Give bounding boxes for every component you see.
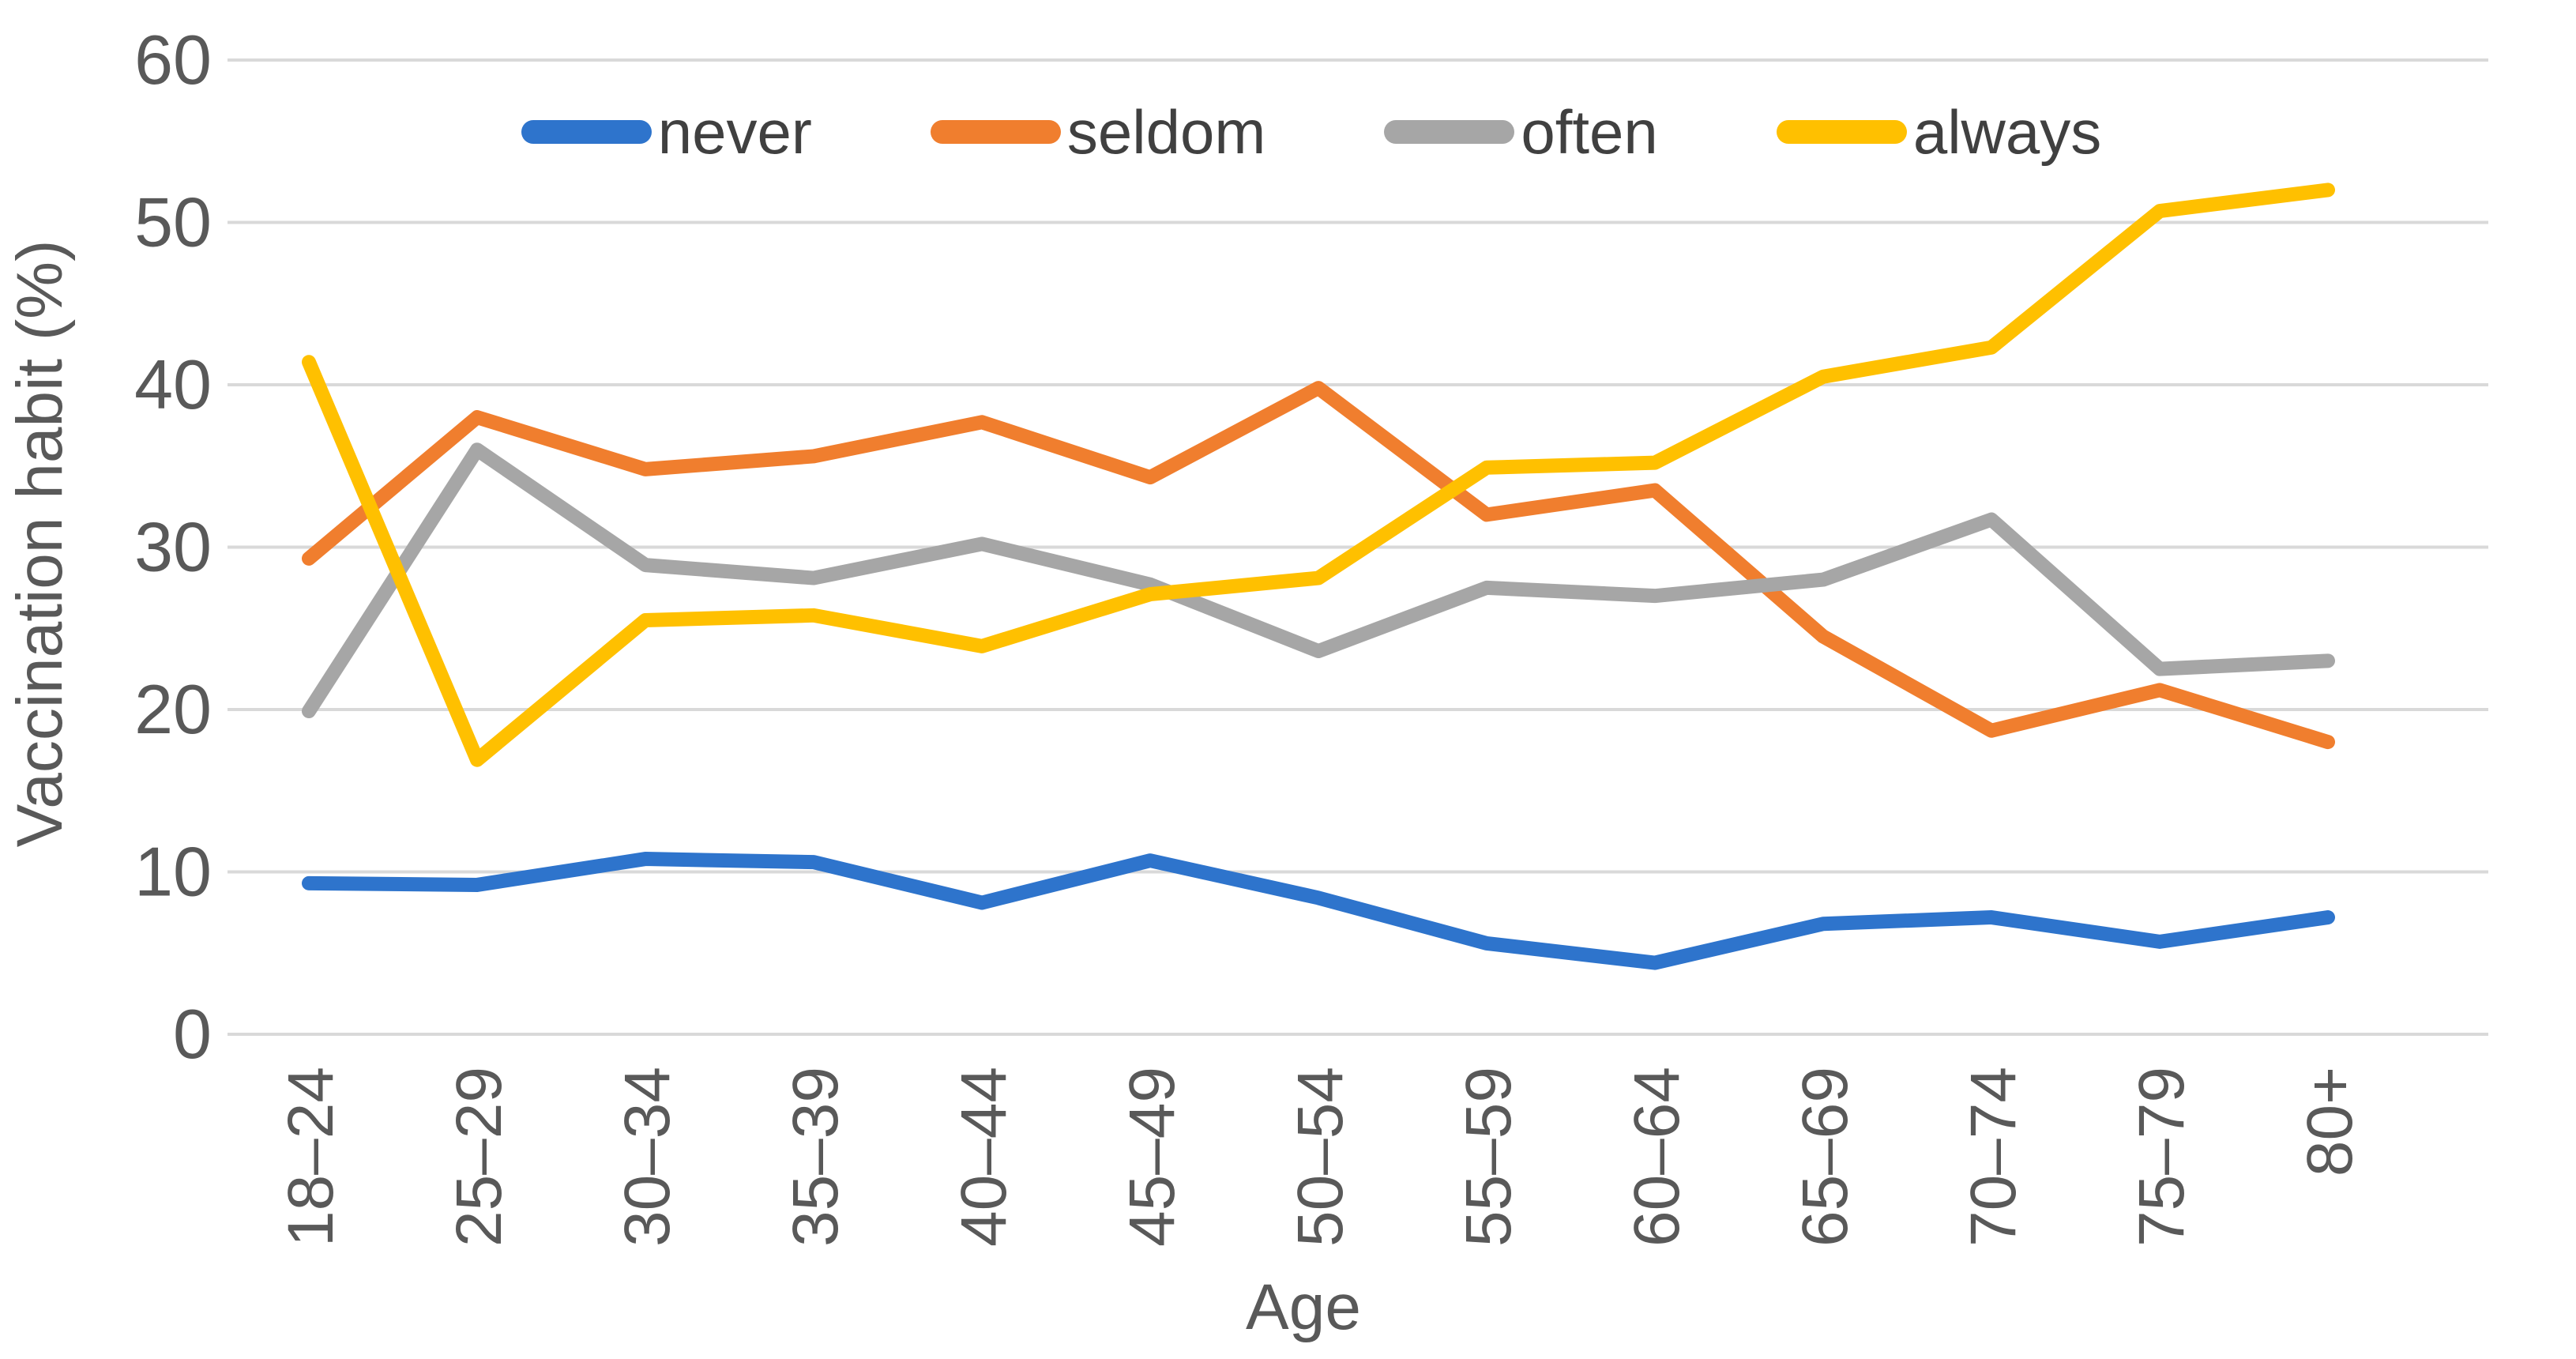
y-axis-tick-labels: 0 10 20 30 40 50 60 bbox=[134, 21, 212, 1073]
y-tick-label: 30 bbox=[134, 507, 212, 585]
x-axis-title: Age bbox=[1246, 1271, 1361, 1343]
x-tick-label: 55–59 bbox=[1453, 1067, 1525, 1247]
x-tick-label: 80+ bbox=[2294, 1067, 2366, 1176]
x-tick-label: 75–79 bbox=[2126, 1067, 2198, 1247]
y-tick-label: 40 bbox=[134, 345, 212, 424]
x-tick-label: 18–24 bbox=[275, 1067, 347, 1247]
y-tick-label: 0 bbox=[173, 995, 212, 1073]
x-tick-label: 70–74 bbox=[1957, 1067, 2029, 1247]
x-tick-label: 45–49 bbox=[1116, 1067, 1188, 1247]
x-tick-label: 60–64 bbox=[1621, 1067, 1693, 1247]
x-tick-label: 40–44 bbox=[948, 1067, 1020, 1247]
series-line-never bbox=[302, 852, 2335, 970]
x-tick-label: 25–29 bbox=[443, 1067, 515, 1247]
x-axis-tick-labels: 18–24 25–29 30–34 35–39 40–44 45–49 50–54 55–59… bbox=[275, 1067, 2366, 1247]
series-lines bbox=[302, 183, 2335, 970]
series-line-often bbox=[302, 442, 2335, 719]
x-tick-label: 35–39 bbox=[780, 1067, 852, 1247]
y-tick-label: 60 bbox=[134, 21, 212, 99]
y-tick-label: 10 bbox=[134, 832, 212, 910]
series-line-always bbox=[302, 183, 2335, 767]
y-tick-label: 20 bbox=[134, 670, 212, 748]
y-tick-label: 50 bbox=[134, 183, 212, 261]
x-tick-label: 65–69 bbox=[1789, 1067, 1861, 1247]
series-line-seldom bbox=[302, 381, 2335, 750]
x-tick-label: 30–34 bbox=[611, 1067, 683, 1247]
x-tick-label: 50–54 bbox=[1284, 1067, 1356, 1247]
y-axis-title: Vaccination habit (%) bbox=[4, 240, 76, 848]
